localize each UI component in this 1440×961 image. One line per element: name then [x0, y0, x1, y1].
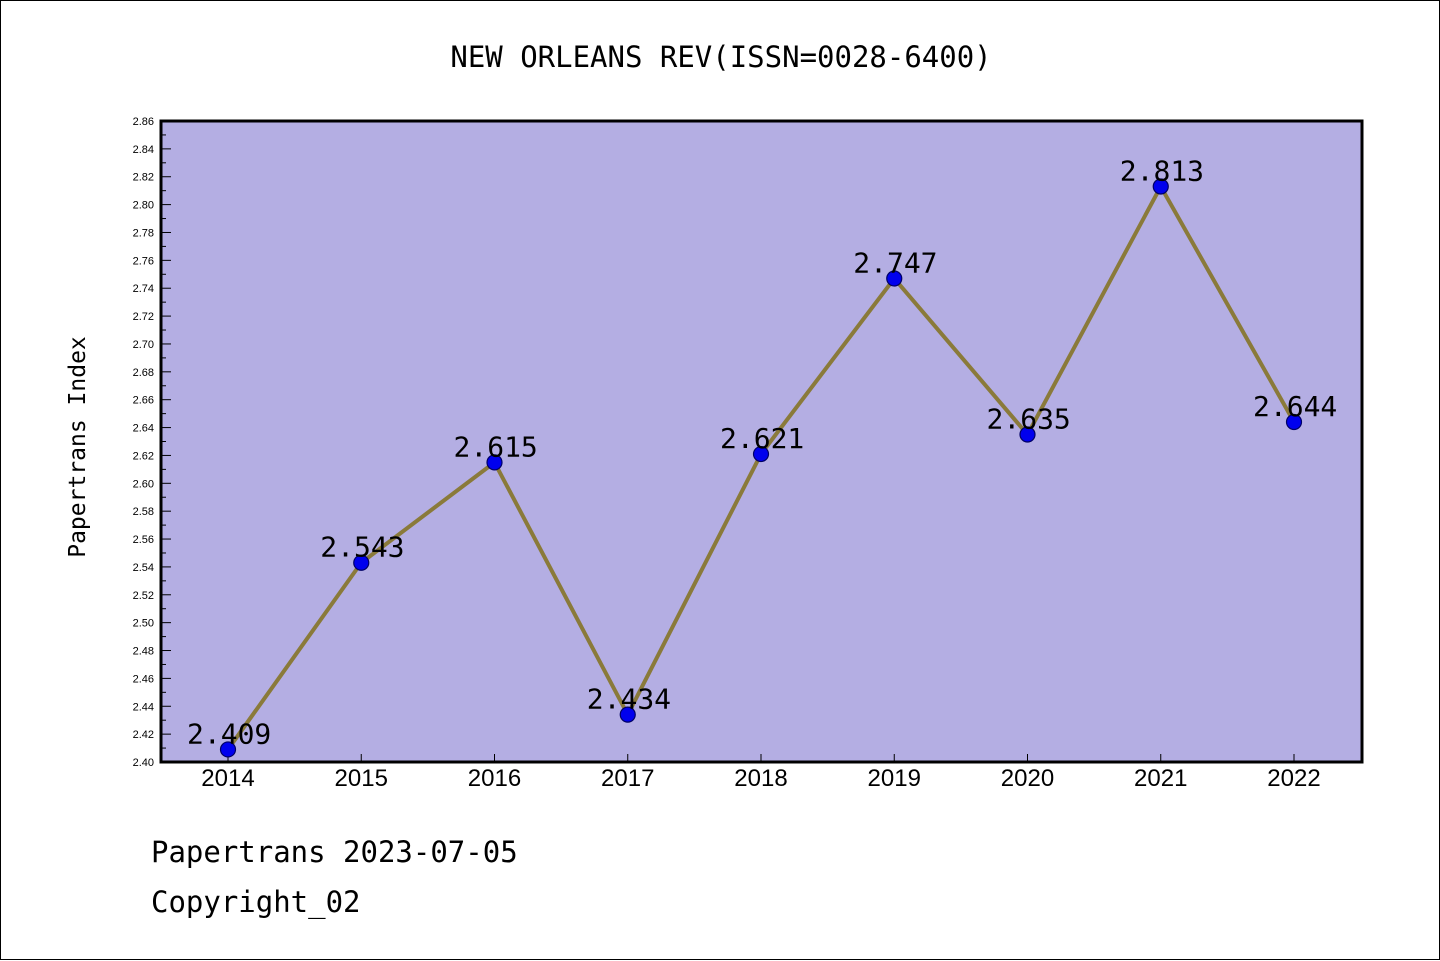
footer-copyright: Copyright_02: [151, 885, 361, 919]
x-tick-label: 2015: [335, 765, 388, 792]
y-tick-label: 2.60: [133, 478, 154, 490]
data-point-marker: [886, 270, 903, 287]
data-point-marker: [1285, 413, 1303, 431]
data-point-marker: [619, 706, 636, 723]
y-axis-label: Papertrans Index: [65, 336, 91, 558]
y-tick-label: 2.56: [133, 534, 154, 546]
data-label: 2.615: [454, 430, 538, 463]
data-label: 2.409: [187, 717, 271, 750]
y-tick-label: 2.42: [133, 729, 154, 741]
data-label: 2.747: [853, 246, 937, 279]
x-tick-label: 2022: [1267, 765, 1320, 792]
data-label: 2.621: [720, 422, 804, 455]
plot-area: [161, 121, 1362, 762]
y-tick-label: 2.82: [133, 172, 154, 184]
footer-date: Papertrans 2023-07-05: [151, 835, 518, 869]
data-label: 2.434: [587, 683, 671, 716]
data-label: 2.543: [320, 531, 404, 564]
y-tick-label: 2.52: [133, 590, 154, 602]
y-tick-label: 2.40: [133, 757, 154, 769]
data-point-marker: [752, 445, 770, 463]
y-tick-label: 2.46: [133, 673, 154, 685]
data-label: 2.644: [1253, 390, 1337, 423]
y-tick-label: 2.76: [133, 255, 154, 267]
y-tick-label: 2.48: [133, 646, 154, 658]
x-tick-label: 2014: [201, 765, 254, 792]
data-labels: 2.409 2.543 2.615 2.434 2.621 2.747 2.635 2.813…: [187, 154, 1337, 750]
y-tick-label: 2.80: [133, 200, 154, 212]
x-tick-label: 2017: [601, 765, 654, 792]
y-tick-label: 2.74: [133, 283, 154, 295]
data-point-marker: [1152, 178, 1169, 195]
y-tick-label: 2.58: [133, 506, 154, 518]
plot-border: [159, 119, 1364, 764]
y-tick-label: 2.62: [133, 450, 154, 462]
data-point-marker: [219, 741, 237, 758]
y-tick-label: 2.70: [133, 339, 154, 351]
y-tick-label: 2.68: [133, 367, 154, 379]
y-tick-label: 2.66: [133, 395, 154, 407]
data-point-marker: [1019, 426, 1036, 443]
y-tick-label: 2.54: [133, 562, 154, 574]
chart-title: NEW ORLEANS REV(ISSN=0028-6400): [450, 40, 991, 74]
data-label: 2.635: [987, 403, 1071, 436]
y-tick-label: 2.44: [133, 701, 154, 713]
y-tick-label: 2.50: [133, 618, 154, 630]
x-tick-label: 2020: [1001, 765, 1054, 792]
x-tick-label: 2021: [1134, 765, 1187, 792]
x-tick-label: 2016: [468, 765, 521, 792]
y-tick-label: 2.78: [133, 227, 154, 239]
y-axis-ticks: 2.40 2.42 2.44 2.46 2.48 2.50 2.52 2.54 2.56 2.58…: [133, 116, 171, 769]
x-axis-ticks: 2014 2015 2016 2017 2018 2019 2020 2021 2022: [201, 754, 1321, 792]
x-tick-label: 2019: [868, 765, 921, 792]
y-tick-label: 2.84: [133, 144, 154, 156]
data-point-marker: [353, 554, 370, 571]
data-label: 2.813: [1120, 154, 1204, 187]
x-tick-label: 2018: [734, 765, 787, 792]
y-tick-label: 2.86: [133, 116, 154, 128]
y-tick-label: 2.72: [133, 311, 154, 323]
data-point-marker: [486, 454, 503, 471]
y-tick-label: 2.64: [133, 423, 154, 435]
data-markers: [219, 178, 1303, 758]
